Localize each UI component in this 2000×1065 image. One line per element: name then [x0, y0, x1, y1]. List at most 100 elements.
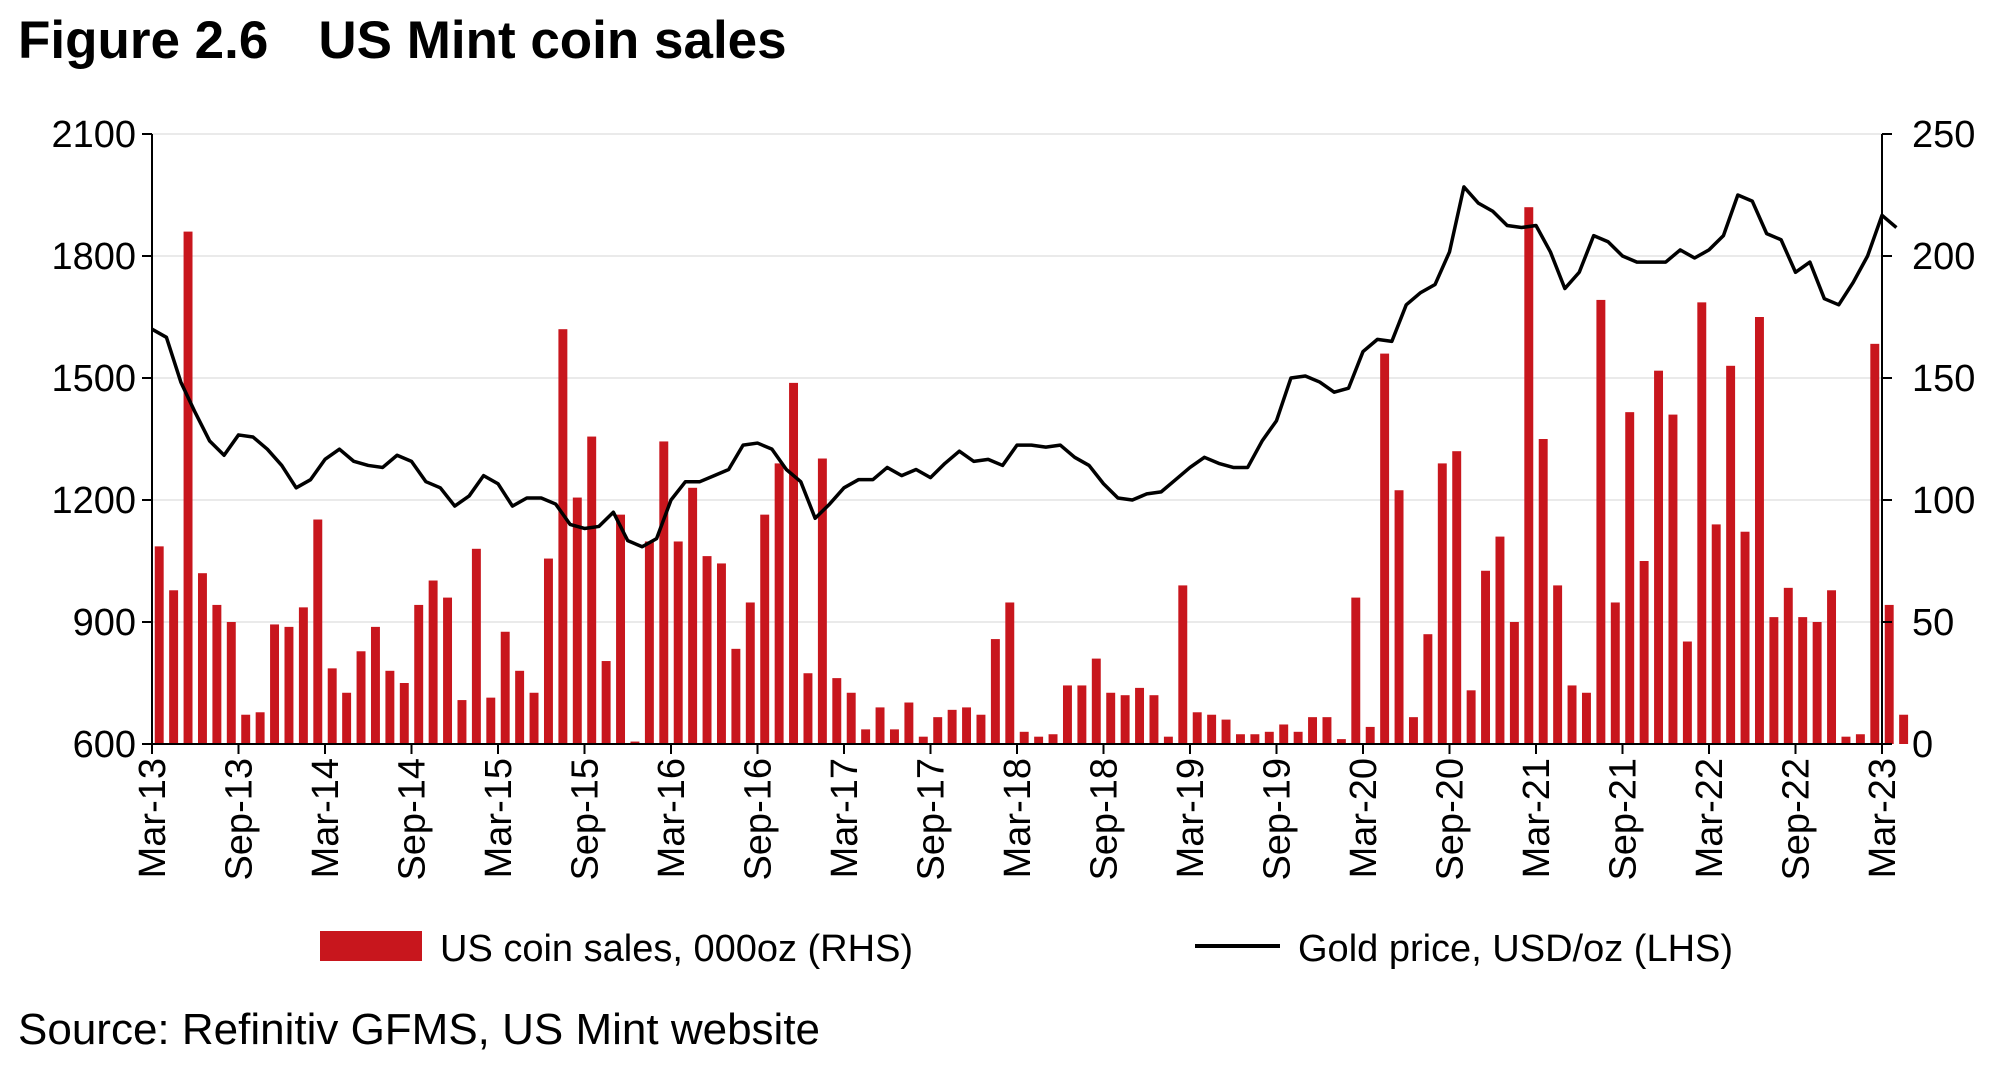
- left-tick-label: 1500: [51, 358, 136, 400]
- coin-sales-bar: [630, 741, 640, 744]
- figure-title: Figure 2.6 US Mint coin sales: [18, 10, 787, 71]
- x-axis-ticks: Mar-13 Sep-13 Mar-14 Sep-14 Mar-15 Sep-15 Mar-…: [132, 758, 1904, 881]
- figure-title-text: US Mint coin sales: [318, 11, 787, 70]
- x-tick-label: Mar-14: [305, 758, 347, 878]
- right-axis-ticks: 250 200 150 100 50 0: [1912, 114, 1975, 766]
- coin-sales-bar: [1322, 717, 1332, 744]
- coin-sales-bar: [515, 670, 525, 744]
- coin-sales-bar: [1077, 685, 1087, 744]
- coin-sales-bar: [1610, 602, 1620, 744]
- legend: US coin sales, 000oz (RHS) Gold price, U…: [320, 928, 1733, 970]
- coin-sales-bar: [1135, 687, 1145, 744]
- coin-sales-bar: [212, 604, 222, 744]
- coin-sales-bar: [1380, 353, 1390, 744]
- coin-sales-bar: [1336, 739, 1346, 744]
- x-tick-label: Mar-19: [1170, 758, 1212, 878]
- right-tick-label: 200: [1912, 236, 1975, 278]
- coin-sales-bar: [399, 683, 409, 744]
- coin-sales-bar: [1005, 602, 1015, 744]
- coin-sales-bar: [385, 670, 395, 744]
- coin-sales-bar: [1495, 536, 1505, 744]
- coin-sales-bar: [313, 519, 323, 744]
- coin-sales-bar: [918, 736, 928, 744]
- figure-label: Figure 2.6: [18, 11, 269, 70]
- x-tick-label: Sep-18: [1084, 758, 1126, 881]
- coin-sales-bar: [1798, 617, 1808, 744]
- coin-sales-bar: [1163, 736, 1173, 744]
- coin-sales-bar: [370, 626, 380, 744]
- coin-sales-bar: [1293, 731, 1303, 744]
- coin-sales-bar: [356, 651, 366, 744]
- coin-sales-bar: [789, 382, 799, 744]
- coin-sales-bar: [731, 648, 741, 744]
- coin-sales-bar: [1235, 734, 1245, 744]
- coin-sales-bar: [169, 590, 179, 744]
- coin-sales-bar: [1827, 590, 1837, 744]
- coin-sales-bar: [745, 602, 755, 744]
- coin-sales-bar: [1365, 726, 1375, 744]
- x-tick-label: Mar-15: [478, 758, 520, 878]
- x-tick-label: Sep-15: [565, 758, 607, 881]
- coin-sales-bar: [1783, 587, 1793, 744]
- coin-sales-bar: [414, 604, 424, 744]
- x-tick-label: Mar-13: [132, 758, 174, 878]
- gold-price-line: [151, 185, 1898, 549]
- coin-sales-bar: [558, 329, 568, 744]
- coin-sales-bar: [1351, 597, 1361, 744]
- coin-sales-bar: [1509, 622, 1519, 744]
- x-tick-label: Mar-16: [651, 758, 693, 878]
- left-tick-label: 600: [73, 724, 136, 766]
- coin-sales-bar: [183, 231, 193, 745]
- coin-sales-bar: [990, 639, 1000, 744]
- coin-sales-bar: [342, 692, 352, 744]
- coin-sales-bar: [688, 487, 698, 744]
- coin-sales-bar: [1899, 714, 1909, 744]
- x-tick-label: Mar-18: [997, 758, 1039, 878]
- coin-sales-bar: [543, 558, 553, 744]
- coin-sales-bar: [962, 707, 972, 744]
- gridlines: [152, 133, 1882, 623]
- right-tick-label: 250: [1912, 114, 1975, 156]
- x-tick-label: Sep-19: [1257, 758, 1299, 881]
- coin-sales-bar: [1019, 731, 1029, 744]
- coin-sales-bar: [1394, 490, 1404, 744]
- coin-sales-bar: [904, 702, 914, 744]
- coin-sales-bar: [1639, 561, 1649, 744]
- x-tick-label: Mar-22: [1689, 758, 1731, 878]
- coin-sales-bar: [587, 436, 597, 744]
- left-tick-label: 1800: [51, 236, 136, 278]
- coin-sales-bar: [572, 497, 582, 744]
- coin-sales-bar: [270, 624, 280, 744]
- x-tick-label: Sep-13: [219, 758, 261, 881]
- coin-sales-bar: [1812, 622, 1822, 744]
- coin-sales-bar: [1221, 719, 1231, 744]
- coin-sales-bar: [1178, 585, 1188, 744]
- x-tick-label: Mar-20: [1343, 758, 1385, 878]
- coin-sales-bar: [471, 548, 481, 744]
- coin-sales-bar: [1034, 736, 1044, 744]
- coin-sales-bar: [1726, 365, 1736, 744]
- coin-sales-bar: [1120, 695, 1130, 744]
- coin-sales-bar: [1091, 658, 1101, 744]
- coin-sales-bar: [616, 514, 626, 744]
- coin-sales-bar: [1437, 463, 1447, 744]
- coin-sales-bar: [1682, 641, 1692, 744]
- coin-sales-bar: [241, 714, 251, 744]
- x-tick-label: Sep-17: [911, 758, 953, 881]
- left-tick-label: 1200: [51, 480, 136, 522]
- coin-sales-bar: [644, 541, 654, 744]
- coin-sales-bar: [1711, 524, 1721, 744]
- coin-sales-bar: [1654, 370, 1664, 744]
- coin-sales-bar: [284, 626, 294, 744]
- coin-sales-bar: [1048, 734, 1058, 744]
- coin-sales-bar: [443, 597, 453, 744]
- coin-sales-bar: [1625, 412, 1635, 744]
- x-tick-label: Sep-20: [1430, 758, 1472, 881]
- coin-sales-bar: [716, 563, 726, 744]
- source-note: Source: Refinitiv GFMS, US Mint website: [18, 1005, 821, 1054]
- coin-sales-bar: [1408, 717, 1418, 744]
- coin-sales-bar: [1062, 685, 1072, 744]
- axes: [142, 133, 1892, 754]
- coin-sales-bar: [1754, 317, 1764, 744]
